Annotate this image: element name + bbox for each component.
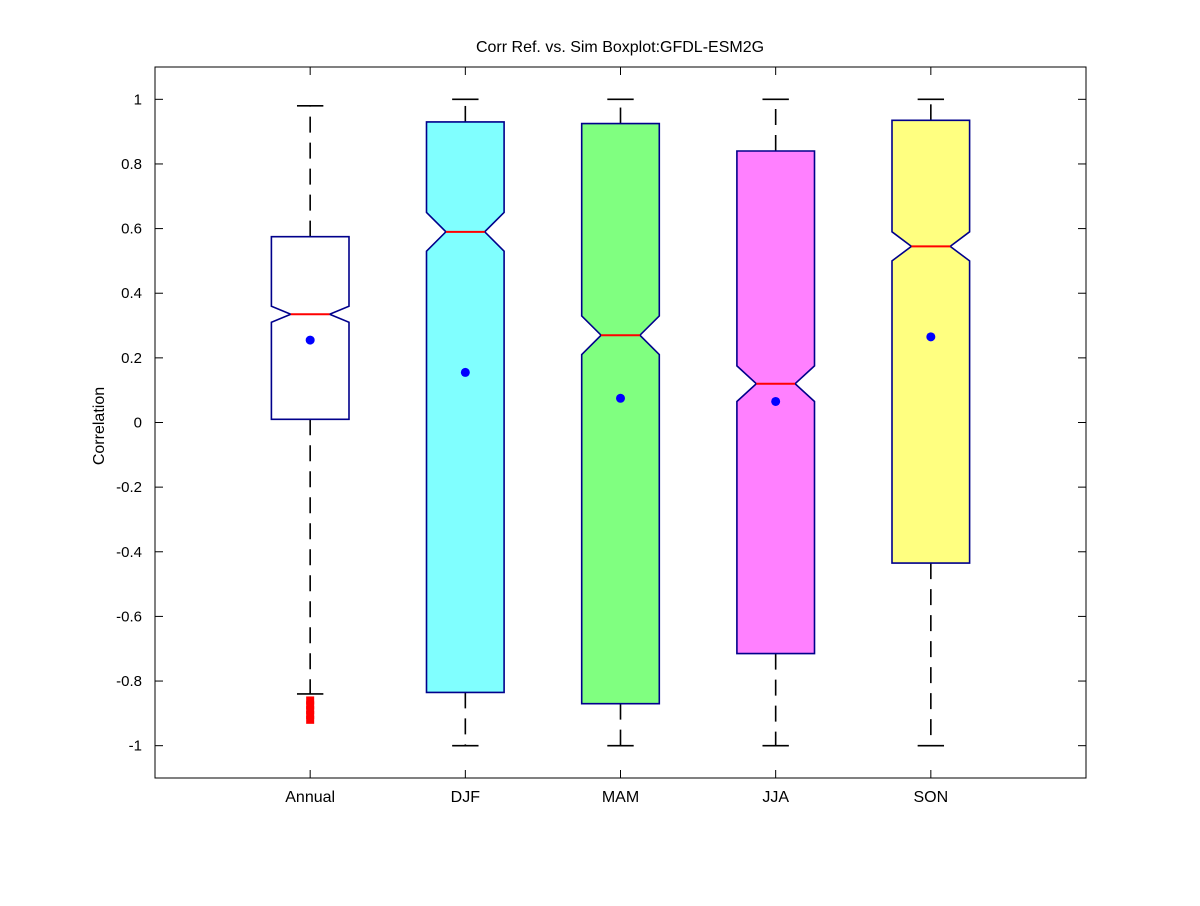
- y-tick-label-4: 0.2: [121, 350, 142, 367]
- chart-title: Corr Ref. vs. Sim Boxplot:GFDL-ESM2G: [476, 39, 764, 56]
- y-tick-label-9: -0.8: [116, 673, 142, 690]
- x-tick-label-annual: Annual: [285, 789, 335, 806]
- outlier-annual-3: [306, 710, 315, 719]
- mean-marker-mam: [616, 393, 625, 403]
- box-son: [891, 119, 971, 564]
- y-tick-label-8: -0.6: [116, 608, 142, 625]
- y-tick-label-1: 0.8: [121, 156, 142, 173]
- mean-marker-son: [926, 332, 936, 342]
- mean-marker-djf: [460, 367, 470, 377]
- y-tick-label-3: 0.4: [121, 285, 142, 302]
- y-axis-label: Correlation: [91, 387, 108, 465]
- mean-marker-annual: [305, 335, 315, 345]
- y-tick-label-7: -0.4: [116, 544, 142, 561]
- plot-frame: [154, 66, 1087, 779]
- y-tick-label-2: 0.6: [121, 221, 142, 238]
- x-tick-label-mam: MAM: [602, 789, 639, 806]
- box-annual: [270, 235, 350, 421]
- x-tick-label-son: SON: [913, 789, 948, 806]
- y-tick-label-5: 0: [134, 415, 142, 432]
- y-tick-label-0: 1: [134, 91, 142, 108]
- outlier-annual-1: [306, 701, 315, 710]
- outlier-annual-4: [306, 715, 315, 724]
- outlier-annual-0: [306, 696, 315, 705]
- outlier-annual-2: [306, 706, 315, 715]
- box-djf: [425, 121, 505, 694]
- x-tick-label-jja: JJA: [762, 789, 789, 806]
- plot-area: Annual DJF MAM JJA SON 1 0.8 0.6 0.4 0.2 0 -0.2 -0.4…: [116, 66, 1087, 806]
- box-mam: [580, 122, 661, 705]
- mean-marker-jja: [771, 396, 781, 406]
- x-tick-label-djf: DJF: [451, 789, 481, 806]
- y-tick-label-10: -1: [129, 738, 142, 755]
- y-tick-label-6: -0.2: [116, 479, 142, 496]
